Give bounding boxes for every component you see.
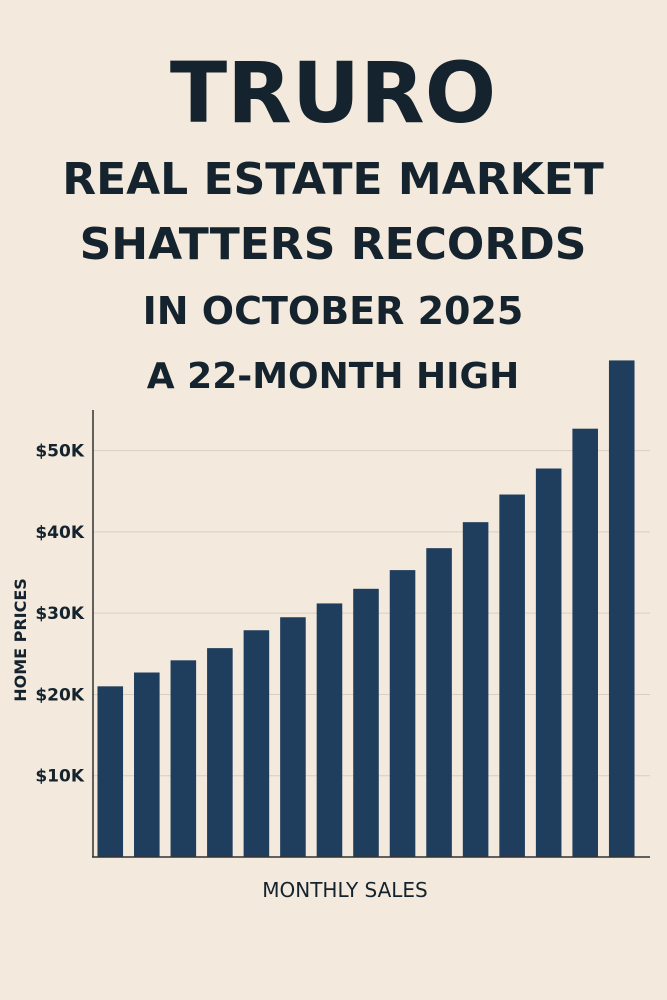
y-tick-label: $40K <box>35 523 84 543</box>
bar <box>170 660 197 857</box>
bar <box>207 648 233 857</box>
bar <box>608 360 635 857</box>
y-tick-label: $30K <box>35 604 84 624</box>
bar <box>535 468 562 857</box>
chart-title: A 22-MONTH HIGH <box>147 356 519 397</box>
y-tick-label: $50K <box>35 442 84 462</box>
bar <box>243 630 270 857</box>
bar <box>353 588 379 857</box>
bar <box>426 548 452 857</box>
y-tick-label: $10K <box>35 767 84 787</box>
chart-title: SHATTERS RECORDS <box>80 219 587 270</box>
bar <box>499 494 525 857</box>
bar <box>572 428 598 857</box>
x-axis-label: MONTHLY SALES <box>262 878 428 902</box>
y-axis-label: HOME PRICES <box>11 578 30 702</box>
y-tick-label: $20K <box>35 685 84 705</box>
bar <box>389 570 416 857</box>
bar <box>97 686 124 857</box>
bar <box>316 603 343 857</box>
chart-title: IN OCTOBER 2025 <box>143 289 524 333</box>
bar <box>280 617 306 857</box>
bar <box>134 672 160 857</box>
chart-title: REAL ESTATE MARKET <box>62 154 604 205</box>
chart-title: TRURO <box>170 44 496 142</box>
bar <box>462 522 489 857</box>
